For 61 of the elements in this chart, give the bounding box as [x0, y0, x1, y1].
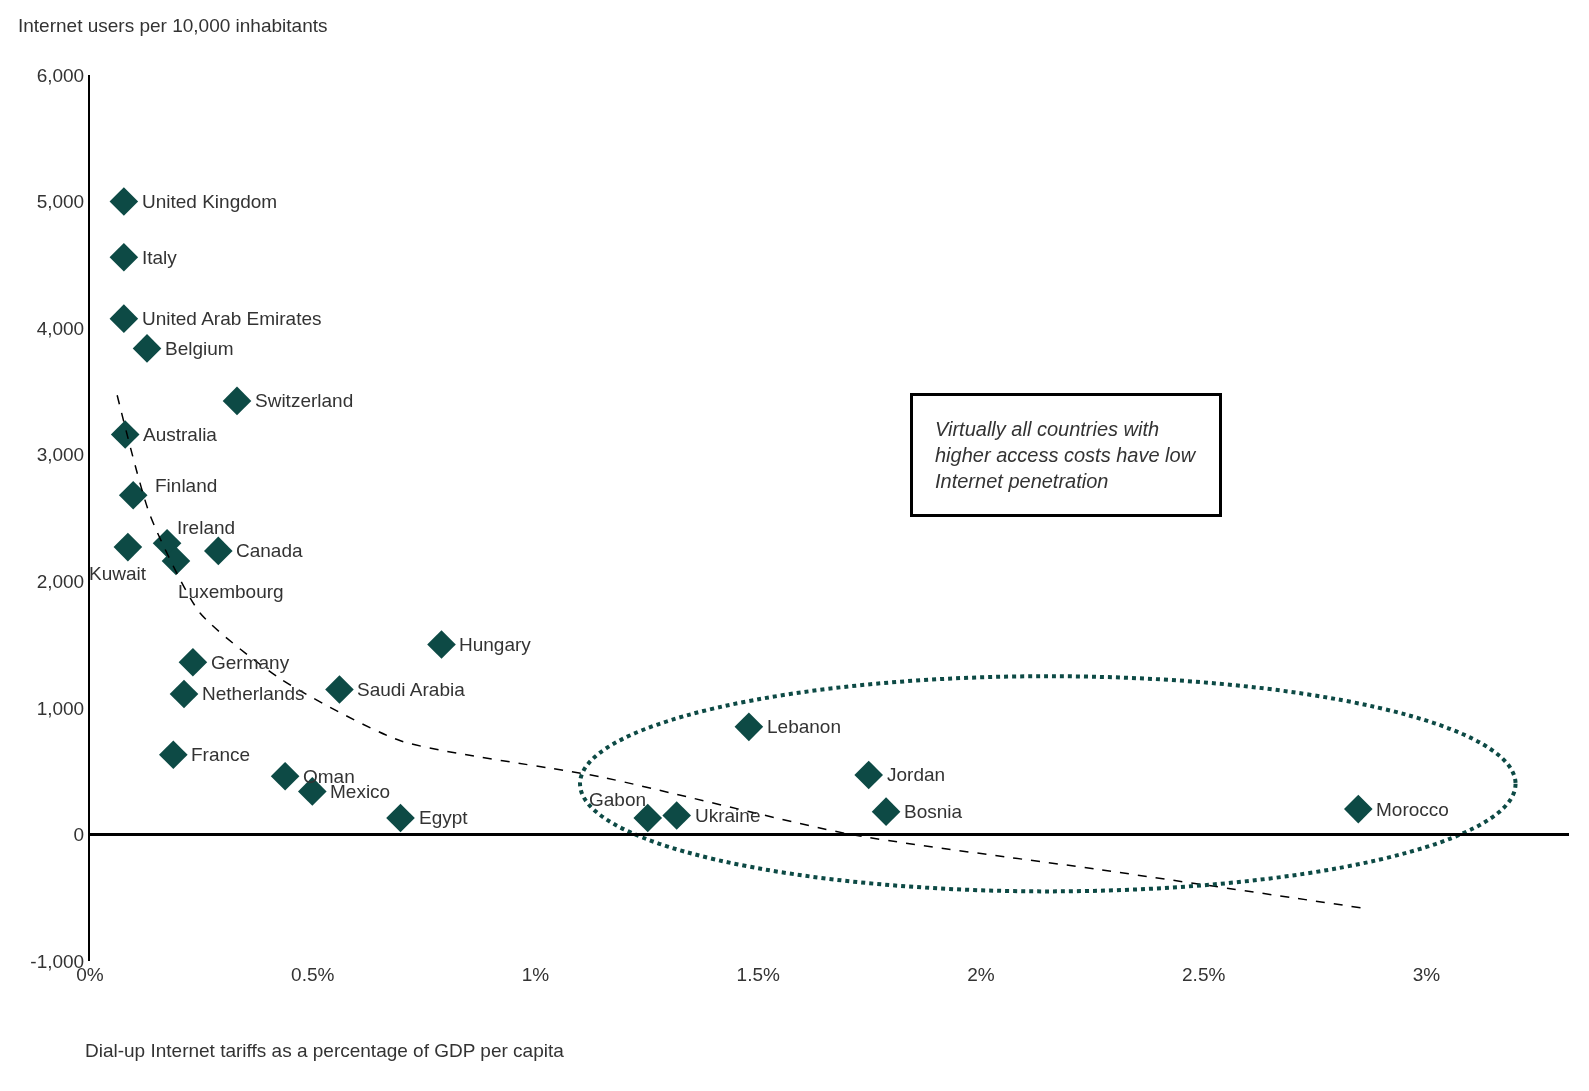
- point: [169, 679, 199, 709]
- point: [113, 532, 143, 562]
- annotation: Morocco: [1376, 799, 1449, 820]
- point: [222, 386, 252, 416]
- point: [159, 740, 188, 769]
- annotation: Canada: [236, 540, 303, 561]
- y-tick-label: 0: [73, 824, 85, 846]
- point: [325, 675, 354, 704]
- annotation: Germany: [211, 652, 290, 673]
- y-tick-label: 6,000: [36, 64, 85, 86]
- point: [109, 304, 139, 333]
- annotation: Virtually all countries with higher access costs have low Internet penetration: [935, 418, 1197, 492]
- annotation: Bosnia: [904, 801, 963, 822]
- annotation: Saudi Arabia: [357, 679, 466, 700]
- annotation: Egypt: [419, 807, 469, 828]
- x-tick-label: 1.5%: [736, 964, 780, 985]
- x-tick-label: 3%: [1412, 964, 1441, 985]
- y-tick-label: 5,000: [36, 191, 85, 213]
- annotation: Luxembourg: [178, 581, 284, 602]
- point: [854, 760, 883, 790]
- x-tick-label: 1%: [521, 964, 550, 985]
- annotation: United Arab Emirates: [142, 308, 322, 329]
- point: [178, 647, 208, 677]
- point: [734, 712, 764, 742]
- point: [662, 801, 691, 830]
- point: [161, 546, 191, 576]
- point: [204, 536, 233, 566]
- annotation: Australia: [143, 424, 218, 445]
- point: [270, 761, 300, 791]
- point: [118, 480, 148, 510]
- annotation: Jordan: [887, 764, 946, 785]
- annotation: Switzerland: [255, 390, 354, 411]
- y-axis-title: Internet users per 10,000 inhabitants: [18, 15, 328, 36]
- y-tick-label: 4,000: [36, 317, 85, 339]
- point: [871, 797, 901, 826]
- annotation: Lebanon: [767, 716, 841, 737]
- annotation: Netherlands: [202, 683, 305, 704]
- annotation: Gabon: [589, 789, 647, 810]
- point: [1343, 794, 1373, 824]
- annotation: Ireland: [177, 517, 236, 538]
- point: [109, 187, 139, 216]
- point: [132, 334, 162, 363]
- annotation: Finland: [155, 475, 218, 496]
- x-tick-label: 2.5%: [1182, 964, 1226, 985]
- x-tick-label: 0.5%: [291, 964, 335, 985]
- annotation: Belgium: [165, 338, 234, 359]
- annotation: United Kingdom: [142, 191, 278, 212]
- x-tick-label: 2%: [967, 964, 995, 985]
- point: [427, 630, 456, 659]
- annotation: Ukraine: [695, 805, 761, 826]
- y-tick-label: 2,000: [36, 570, 85, 592]
- y-tick-label: 3,000: [36, 444, 85, 466]
- annotation: Hungary: [459, 634, 532, 655]
- annotation: Kuwait: [89, 563, 147, 584]
- annotation: Italy: [142, 247, 178, 268]
- point: [110, 420, 140, 449]
- point: [109, 242, 139, 272]
- point: [386, 803, 415, 833]
- x-axis-title: Dial-up Internet tariffs as a percentage of GDP per capita: [85, 1040, 565, 1061]
- y-tick-label: 1,000: [36, 697, 85, 719]
- annotation: France: [191, 744, 251, 765]
